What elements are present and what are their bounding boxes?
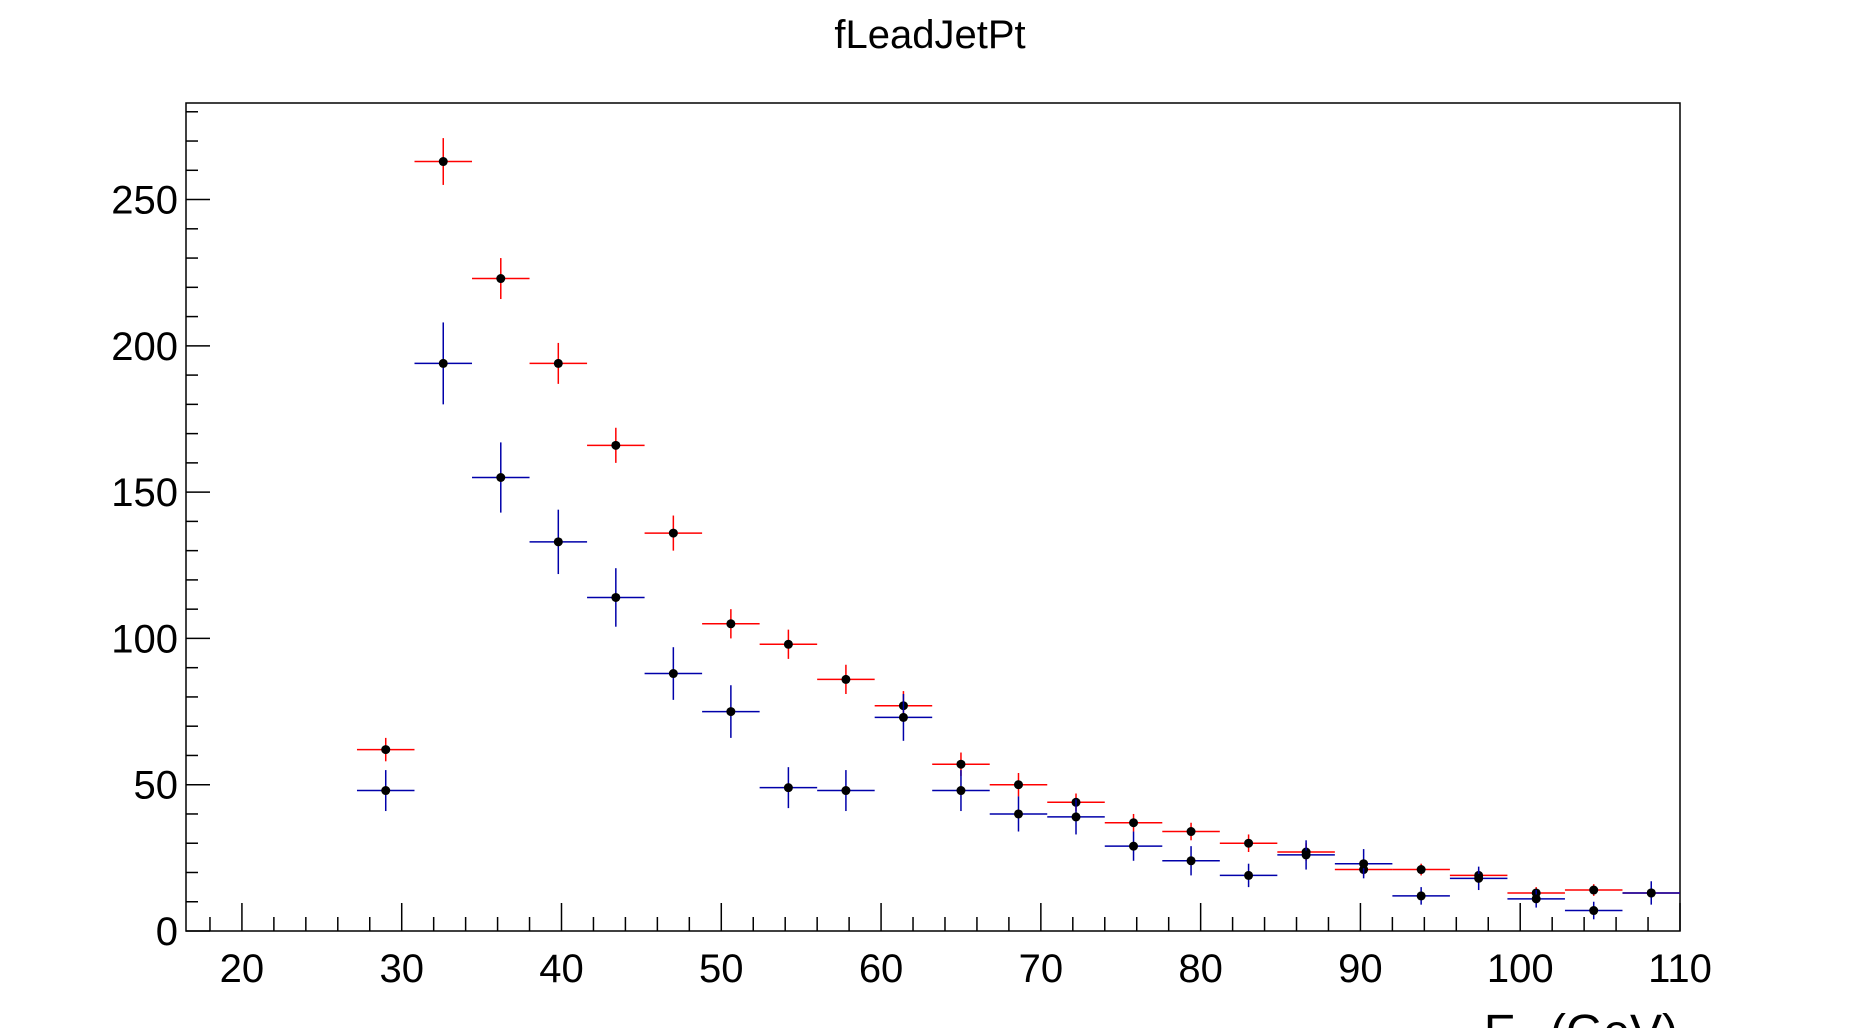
y-tick-label: 250 bbox=[111, 179, 178, 223]
data-point bbox=[898, 712, 908, 722]
data-point bbox=[1416, 865, 1426, 875]
y-tick-label: 50 bbox=[134, 764, 179, 808]
data-point bbox=[1071, 812, 1081, 822]
series-0 bbox=[356, 138, 1680, 899]
data-point bbox=[1013, 809, 1023, 819]
x-tick-label: 90 bbox=[1338, 947, 1383, 991]
x-tick-label: 110 bbox=[1648, 947, 1712, 991]
x-tick-label: 20 bbox=[220, 947, 265, 991]
data-point bbox=[1416, 891, 1426, 901]
data-point bbox=[496, 274, 506, 284]
data-point bbox=[381, 786, 391, 796]
series-1 bbox=[356, 322, 1680, 920]
y-tick-label: 0 bbox=[156, 910, 178, 954]
data-point bbox=[783, 783, 793, 793]
data-point bbox=[841, 674, 851, 684]
data-point bbox=[381, 745, 391, 755]
x-tick-label: 100 bbox=[1487, 947, 1554, 991]
data-point bbox=[668, 669, 678, 679]
x-tick-label: 50 bbox=[699, 947, 744, 991]
data-point bbox=[1186, 827, 1196, 837]
data-point bbox=[438, 157, 448, 167]
data-point bbox=[1531, 894, 1541, 904]
data-point bbox=[1129, 818, 1139, 828]
data-point bbox=[1589, 885, 1599, 895]
data-series bbox=[356, 138, 1680, 920]
data-point bbox=[1244, 870, 1254, 880]
data-point bbox=[1474, 873, 1484, 883]
chart-title: fLeadJetPt bbox=[834, 13, 1025, 57]
x-tick-label: 30 bbox=[379, 947, 424, 991]
data-point bbox=[553, 537, 563, 547]
x-axis: 20 30 40 50 60 70 80 90 100 110 bbox=[209, 903, 1712, 991]
data-point bbox=[438, 358, 448, 368]
y-tick-label: 150 bbox=[111, 471, 178, 515]
data-point bbox=[1013, 780, 1023, 790]
x-tick-label: 80 bbox=[1178, 947, 1223, 991]
data-point bbox=[1359, 859, 1369, 869]
data-point bbox=[496, 473, 506, 483]
data-point bbox=[611, 440, 621, 450]
data-point bbox=[1646, 888, 1656, 898]
data-point bbox=[1301, 850, 1311, 860]
data-point bbox=[783, 639, 793, 649]
data-point bbox=[1589, 906, 1599, 916]
x-tick-label: 70 bbox=[1019, 947, 1064, 991]
y-axis: 0 50 100 150 200 250 bbox=[111, 111, 210, 954]
x-tick-label: 40 bbox=[539, 947, 584, 991]
plot-frame bbox=[185, 102, 1681, 932]
data-point bbox=[668, 528, 678, 538]
data-point bbox=[726, 619, 736, 629]
data-point bbox=[841, 786, 851, 796]
data-point bbox=[956, 759, 966, 769]
data-point bbox=[553, 358, 563, 368]
x-axis-label: ET (GeV) bbox=[1484, 1006, 1678, 1028]
y-tick-label: 200 bbox=[111, 325, 178, 369]
data-point bbox=[1244, 838, 1254, 848]
data-point bbox=[1129, 841, 1139, 851]
data-point bbox=[726, 707, 736, 717]
y-tick-label: 100 bbox=[111, 617, 178, 661]
data-point bbox=[1186, 856, 1196, 866]
data-point bbox=[611, 592, 621, 602]
x-tick-label: 60 bbox=[859, 947, 904, 991]
data-point bbox=[956, 786, 966, 796]
